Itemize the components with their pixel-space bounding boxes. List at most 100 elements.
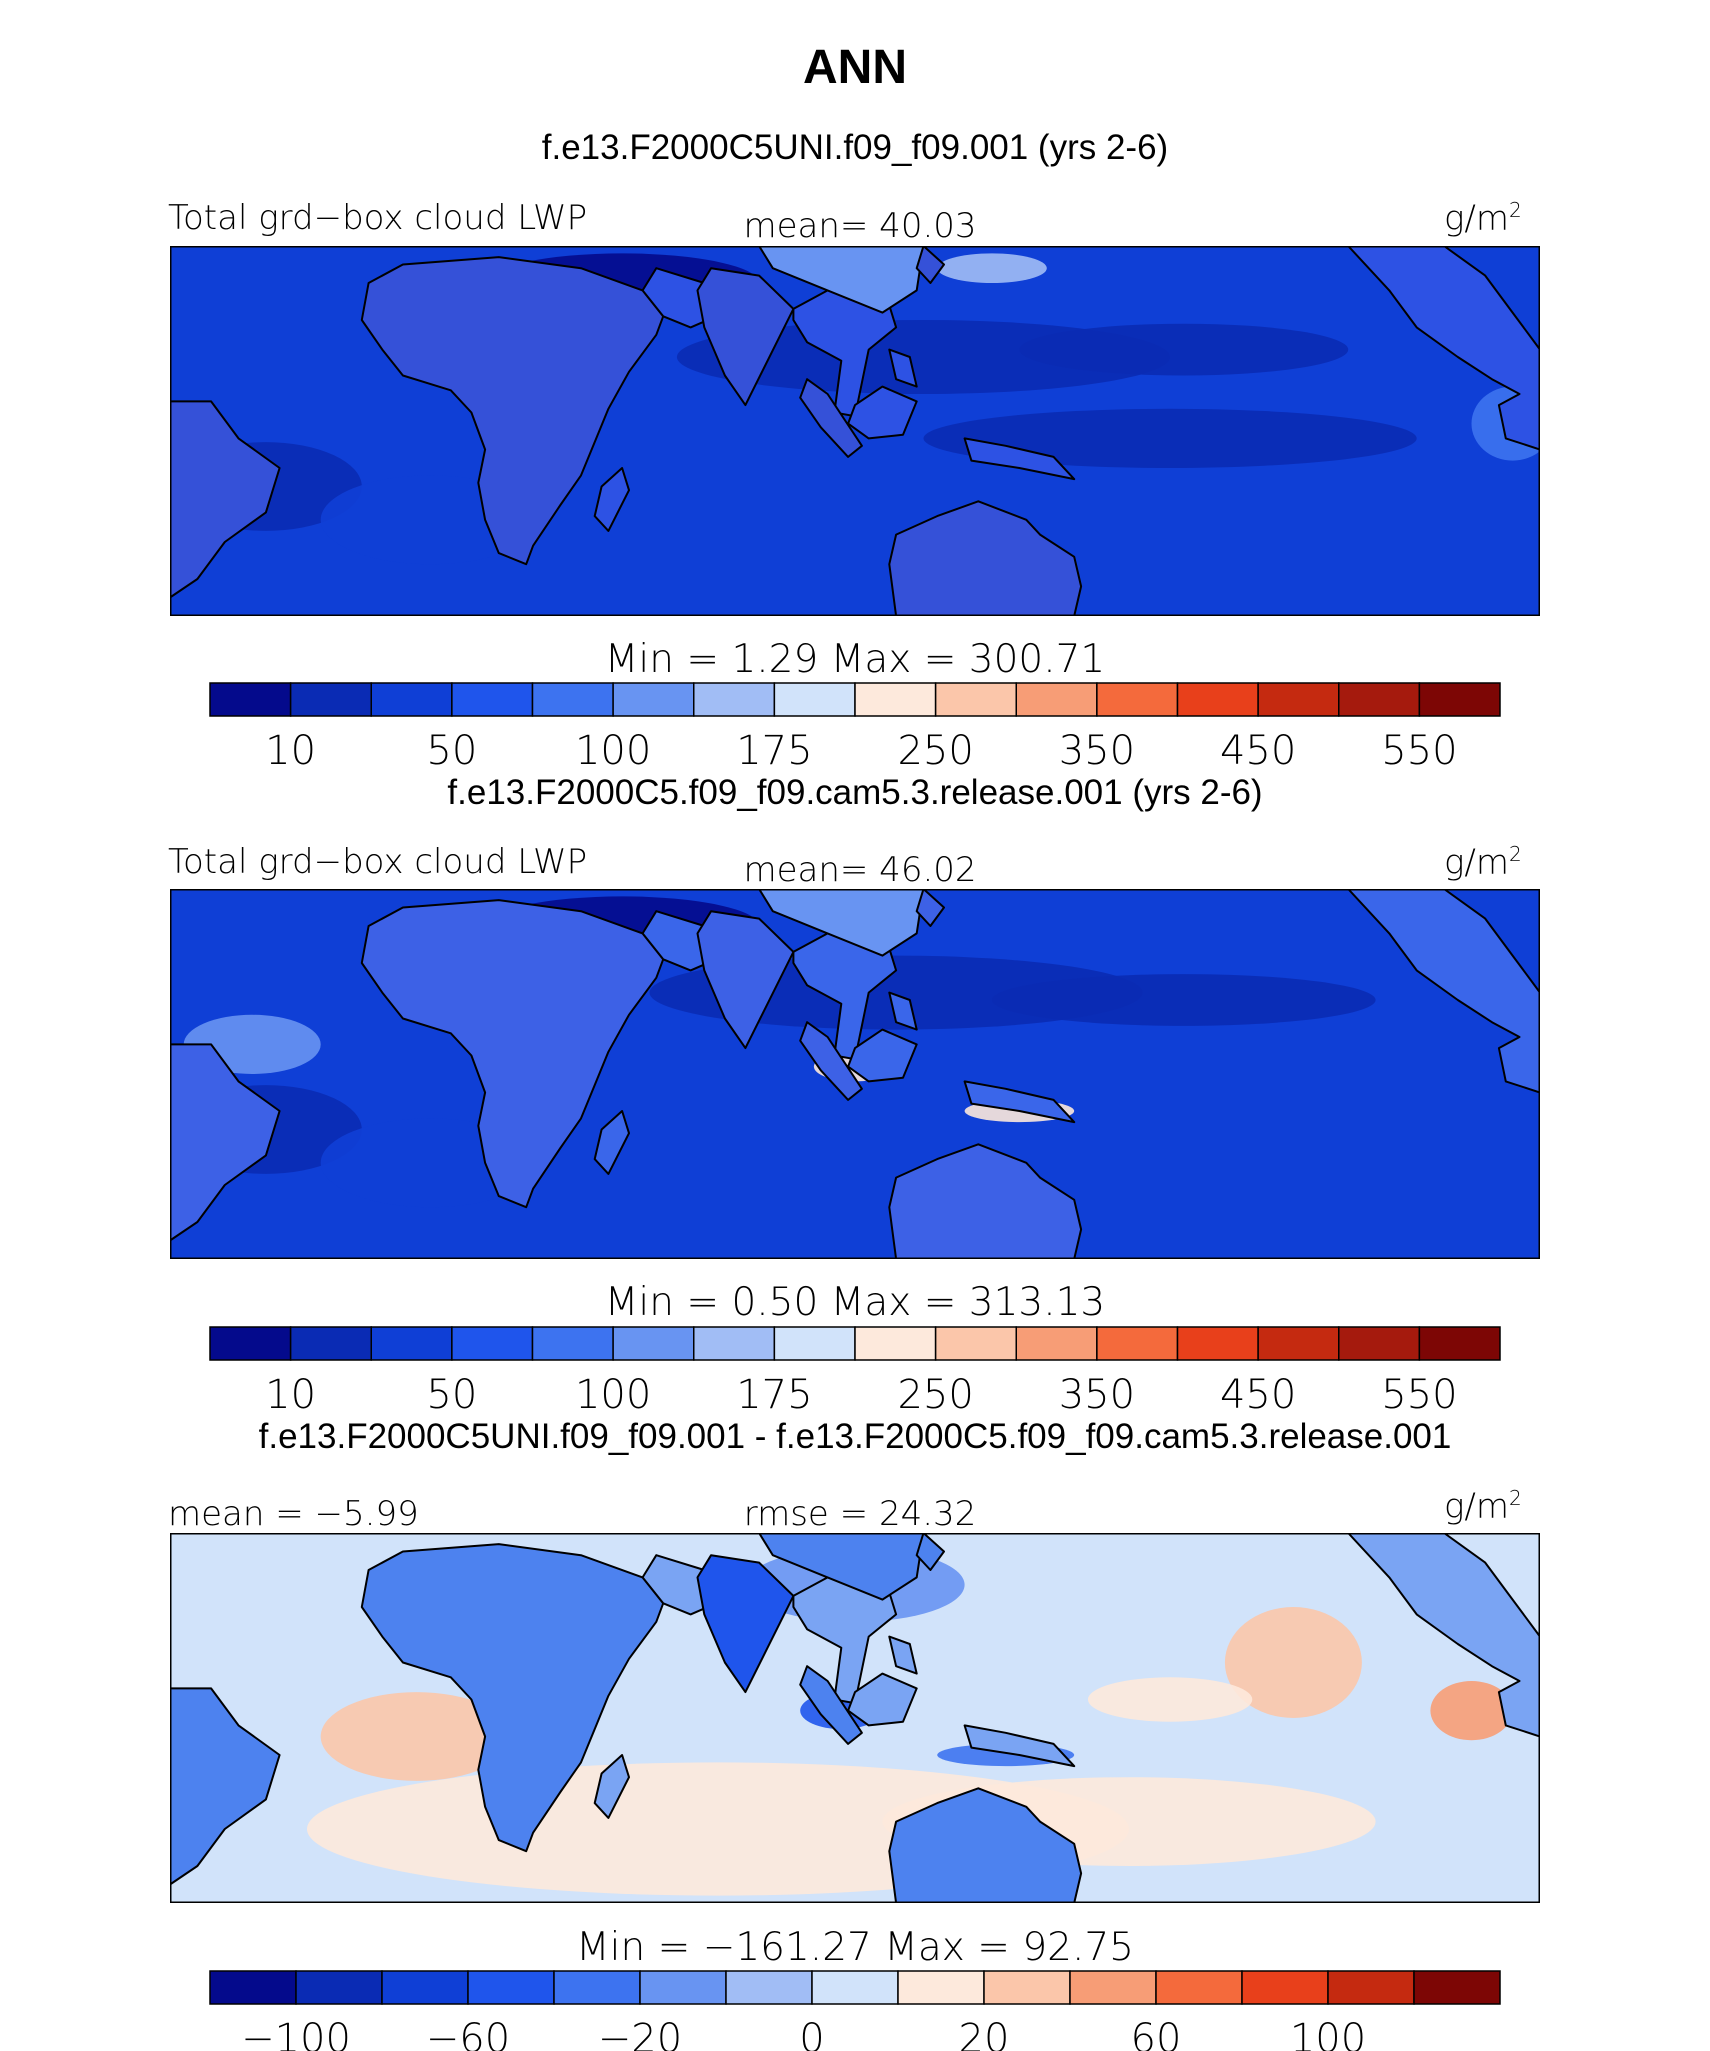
field-patch [1019, 323, 1349, 376]
coastline-japan [915, 1532, 945, 1571]
colorbar-tick-label: 10 [265, 728, 316, 770]
panel-1-min-max: Min = 1.29 Max = 300.71 [604, 637, 1106, 682]
colorbar-swatch [1015, 1326, 1098, 1361]
colorbar-swatch [209, 1970, 297, 2005]
colorbar-swatch [1257, 1326, 1340, 1361]
colorbar-swatch [1418, 1326, 1501, 1361]
colorbar-swatch [612, 682, 695, 717]
colorbar-swatch [773, 682, 856, 717]
colorbar-swatch [1069, 1970, 1157, 2005]
coastline-philippines [888, 1635, 918, 1675]
colorbar-swatch [1096, 1326, 1179, 1361]
coastline-sumatra [799, 1021, 863, 1101]
colorbar-tick-label: 175 [736, 1372, 812, 1414]
colorbar-swatch [854, 682, 937, 717]
colorbar-swatch [612, 1326, 695, 1361]
colorbar-swatch [209, 682, 292, 717]
colorbar-swatch [1338, 682, 1421, 717]
panel-2-units: g/m2 [1444, 842, 1522, 883]
coastline-japan [915, 888, 945, 927]
colorbar-swatch [1155, 1970, 1243, 2005]
coastline-sumatra [799, 1665, 863, 1745]
map-frame [170, 246, 1540, 616]
colorbar-tick-label: 350 [1059, 728, 1135, 770]
panel-1-colorbar: 10 50 100 175 250 350 450 550 [209, 682, 1501, 770]
colorbar-swatch [370, 1326, 453, 1361]
coastline-north-america [1347, 1532, 1541, 1738]
colorbar-swatch [1176, 682, 1259, 717]
coastline-madagascar [593, 467, 630, 532]
colorbar-tick-label: 50 [426, 1372, 477, 1414]
panel-3-mean: mean = −5.99 [168, 1494, 419, 1534]
panel-1-map-svg [169, 245, 1554, 617]
coastline-india [696, 1554, 795, 1694]
panel-1-map [169, 245, 1554, 617]
panel-1-subtitle: f.e13.F2000C5UNI.f09_f09.001 (yrs 2-6) [541, 128, 1169, 167]
colorbar-tick-label: 550 [1381, 1372, 1457, 1414]
colorbar-tick-label: 60 [1131, 2016, 1182, 2051]
colorbar-swatch [639, 1970, 727, 2005]
field-patch [923, 408, 1417, 468]
colorbar-swatch [289, 682, 372, 717]
colorbar-tick-label: 20 [959, 2016, 1010, 2051]
colorbar-swatch [381, 1970, 469, 2005]
coastline-africa [360, 256, 665, 566]
colorbar-swatch [289, 1326, 372, 1361]
panel-3-rmse: rmse = 24.32 [743, 1494, 977, 1534]
colorbar-tick-label: 10 [265, 1372, 316, 1414]
colorbar-swatch [1327, 1970, 1415, 2005]
colorbar-swatch [934, 682, 1017, 717]
figure-title: ANN [803, 41, 907, 94]
colorbar-swatch [1096, 682, 1179, 717]
panel-3-min-max: Min = −161.27 Max = 92.75 [576, 1925, 1134, 1970]
colorbar-tick-label: 100 [575, 1372, 651, 1414]
colorbar-swatch [467, 1970, 555, 2005]
coastline-new-guinea [963, 1724, 1076, 1768]
panel-2-variable: Total grd−box cloud LWP [168, 842, 588, 882]
coastline-philippines [888, 991, 918, 1031]
coastline-madagascar [593, 1754, 630, 1819]
field-patch [992, 974, 1376, 1026]
colorbar-swatch [451, 1326, 534, 1361]
panel-2-colorbar: 10 50 100 175 250 350 450 550 [209, 1326, 1501, 1414]
field-patch [937, 253, 1047, 283]
panel-3-units: g/m2 [1444, 1486, 1522, 1527]
colorbar-tick-label: 550 [1381, 728, 1457, 770]
coastline-madagascar [593, 1110, 630, 1175]
colorbar-tick-label: 50 [426, 728, 477, 770]
panel-3-map [169, 1532, 1541, 1904]
colorbar-swatch [1418, 682, 1501, 717]
colorbar-swatch [451, 682, 534, 717]
colorbar-swatch [693, 682, 776, 717]
colorbar-tick-label: 175 [736, 728, 812, 770]
colorbar-swatch [531, 1326, 614, 1361]
colorbar-swatch [773, 1326, 856, 1361]
colorbar-swatch [1176, 1326, 1259, 1361]
field-patch [1430, 1681, 1513, 1741]
field-patch [320, 1692, 513, 1781]
colorbar-swatch [1015, 682, 1098, 717]
colorbar-swatch [295, 1970, 383, 2005]
colorbar-tick-label: 450 [1220, 1372, 1296, 1414]
colorbar-tick-label: 250 [897, 1372, 973, 1414]
panel-2-min-max: Min = 0.50 Max = 313.13 [604, 1280, 1106, 1325]
colorbar-tick-label: −20 [598, 2016, 682, 2051]
colorbar-swatch [934, 1326, 1017, 1361]
coastline-south-america [169, 400, 281, 599]
colorbar-swatch [370, 682, 453, 717]
colorbar-swatch [1338, 1326, 1421, 1361]
colorbar-swatch [1241, 1970, 1329, 2005]
coastline-north-america [1347, 245, 1541, 451]
field-patch [1224, 1607, 1362, 1718]
colorbar-swatch [983, 1970, 1071, 2005]
coastline-india [696, 267, 795, 407]
colorbar-swatch [1257, 682, 1340, 717]
coastline-new-guinea [963, 437, 1076, 481]
map-frame [170, 889, 1540, 1259]
colorbar-swatch [725, 1970, 813, 2005]
coastline-new-guinea [963, 1080, 1076, 1124]
coastline-south-america [169, 1687, 281, 1886]
panel-1-units: g/m2 [1444, 198, 1522, 239]
colorbar-swatch [553, 1970, 641, 2005]
panel-1-variable: Total grd−box cloud LWP [168, 198, 588, 238]
